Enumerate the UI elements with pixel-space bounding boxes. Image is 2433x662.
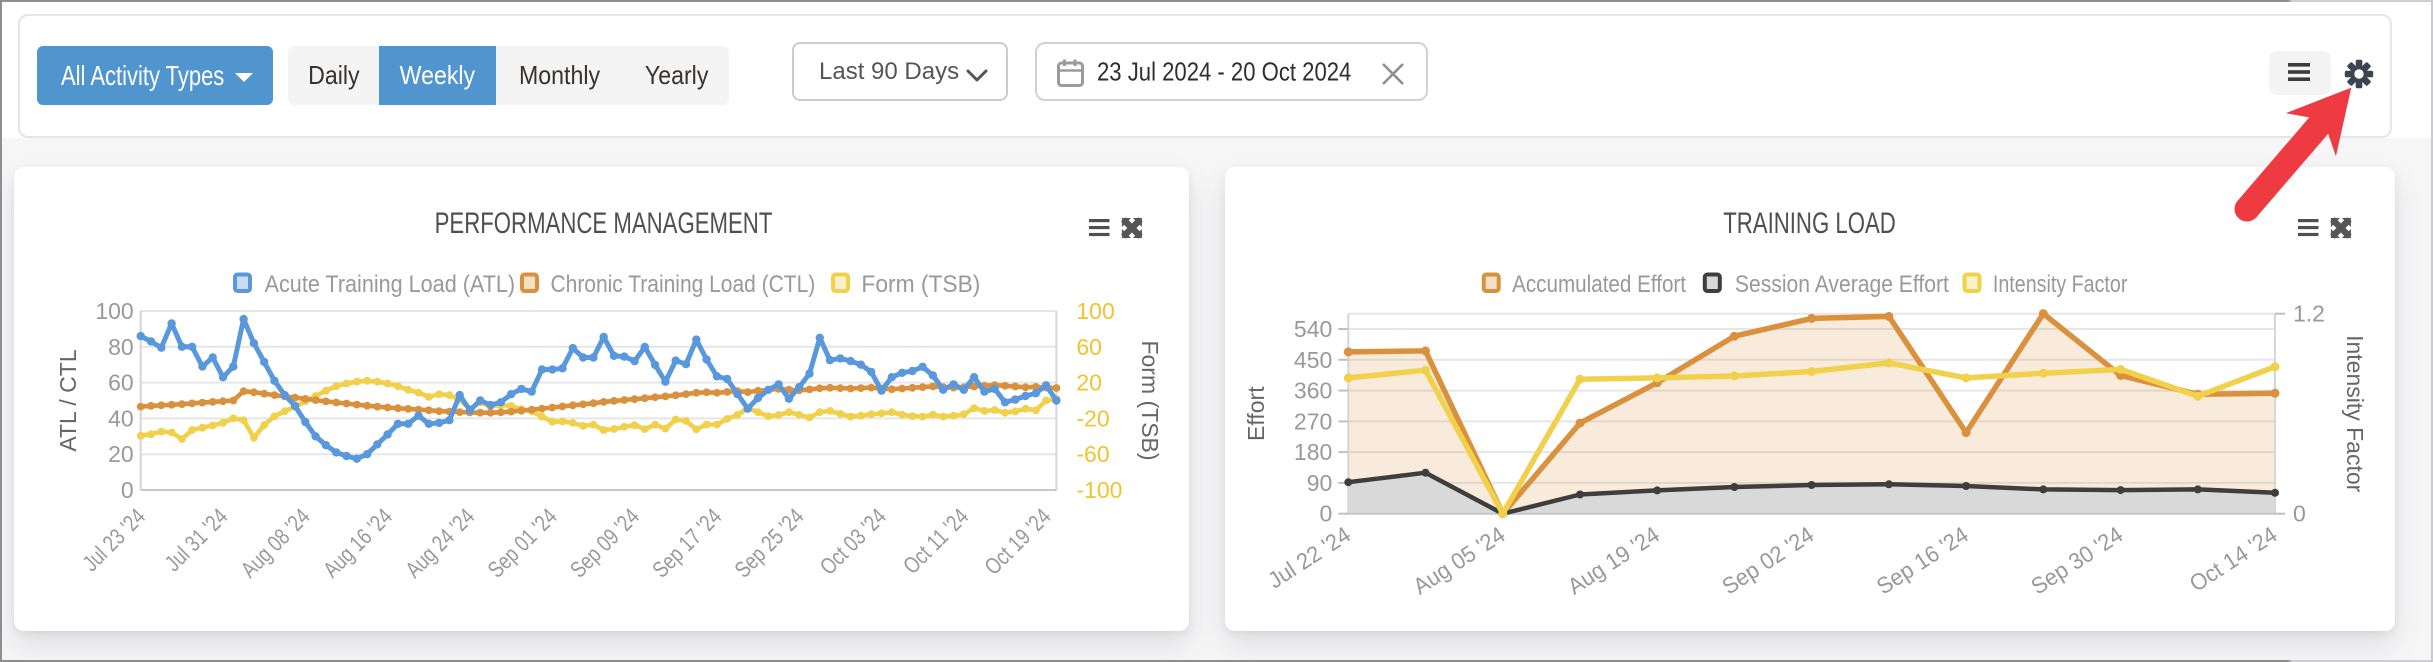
svg-text:40: 40 [108, 405, 134, 431]
svg-text:1.2: 1.2 [2293, 301, 2325, 327]
svg-text:360: 360 [1294, 378, 1332, 404]
svg-text:Aug 16 '24: Aug 16 '24 [318, 504, 397, 583]
svg-text:80: 80 [108, 334, 134, 360]
svg-text:Aug 08 '24: Aug 08 '24 [236, 504, 315, 583]
svg-text:Oct 14 '24: Oct 14 '24 [2185, 522, 2282, 597]
svg-text:Aug 05 '24: Aug 05 '24 [1409, 522, 1510, 600]
svg-text:-20: -20 [1076, 405, 1109, 431]
svg-text:540: 540 [1294, 316, 1332, 342]
svg-text:20: 20 [108, 441, 134, 467]
svg-text:Sep 30 '24: Sep 30 '24 [2026, 522, 2127, 600]
svg-text:Intensity Factor: Intensity Factor [2342, 335, 2368, 493]
svg-text:Accumulated Effort: Accumulated Effort [1512, 271, 1687, 298]
svg-text:Chronic Training Load (CTL): Chronic Training Load (CTL) [551, 271, 816, 298]
svg-text:-100: -100 [1076, 477, 1122, 503]
svg-text:TRAINING LOAD: TRAINING LOAD [1723, 206, 1896, 240]
svg-text:100: 100 [95, 298, 133, 324]
svg-text:Aug 19 '24: Aug 19 '24 [1563, 522, 1664, 600]
svg-text:90: 90 [1307, 470, 1333, 496]
svg-text:Jul 23 '24: Jul 23 '24 [78, 504, 151, 577]
svg-text:Acute Training Load (ATL): Acute Training Load (ATL) [265, 270, 515, 297]
svg-text:0: 0 [121, 477, 134, 503]
svg-text:60: 60 [108, 370, 134, 396]
svg-text:Effort: Effort [1243, 386, 1269, 441]
svg-text:Aug 24 '24: Aug 24 '24 [401, 504, 480, 583]
svg-text:20: 20 [1076, 370, 1102, 396]
svg-text:100: 100 [1076, 298, 1114, 324]
svg-text:Oct 03 '24: Oct 03 '24 [815, 504, 891, 580]
svg-text:60: 60 [1076, 334, 1102, 360]
svg-text:Intensity Factor: Intensity Factor [1993, 270, 2127, 297]
svg-text:Jul 22 '24: Jul 22 '24 [1263, 522, 1355, 594]
svg-text:Jul 31 '24: Jul 31 '24 [160, 504, 233, 577]
svg-text:Form (TSB): Form (TSB) [861, 270, 980, 297]
svg-text:Oct 11 '24: Oct 11 '24 [898, 504, 973, 579]
svg-text:Sep 17 '24: Sep 17 '24 [648, 504, 727, 583]
svg-text:ATL / CTL: ATL / CTL [55, 349, 81, 451]
svg-text:Form (TSB): Form (TSB) [1137, 340, 1163, 460]
svg-text:180: 180 [1294, 439, 1332, 465]
svg-text:Sep 16 '24: Sep 16 '24 [1872, 522, 1973, 600]
svg-text:Sep 25 '24: Sep 25 '24 [730, 504, 809, 583]
svg-text:Sep 01 '24: Sep 01 '24 [483, 504, 562, 583]
svg-text:0: 0 [2293, 501, 2306, 527]
svg-text:450: 450 [1294, 347, 1332, 373]
svg-text:0: 0 [1320, 501, 1333, 527]
svg-text:Sep 02 '24: Sep 02 '24 [1717, 522, 1818, 600]
svg-text:Session Average Effort: Session Average Effort [1735, 271, 1950, 298]
svg-text:Sep 09 '24: Sep 09 '24 [565, 504, 644, 583]
svg-text:Oct 19 '24: Oct 19 '24 [980, 504, 1056, 580]
svg-text:PERFORMANCE MANAGEMENT: PERFORMANCE MANAGEMENT [435, 206, 773, 240]
svg-text:270: 270 [1294, 408, 1332, 434]
svg-text:-60: -60 [1076, 441, 1109, 467]
